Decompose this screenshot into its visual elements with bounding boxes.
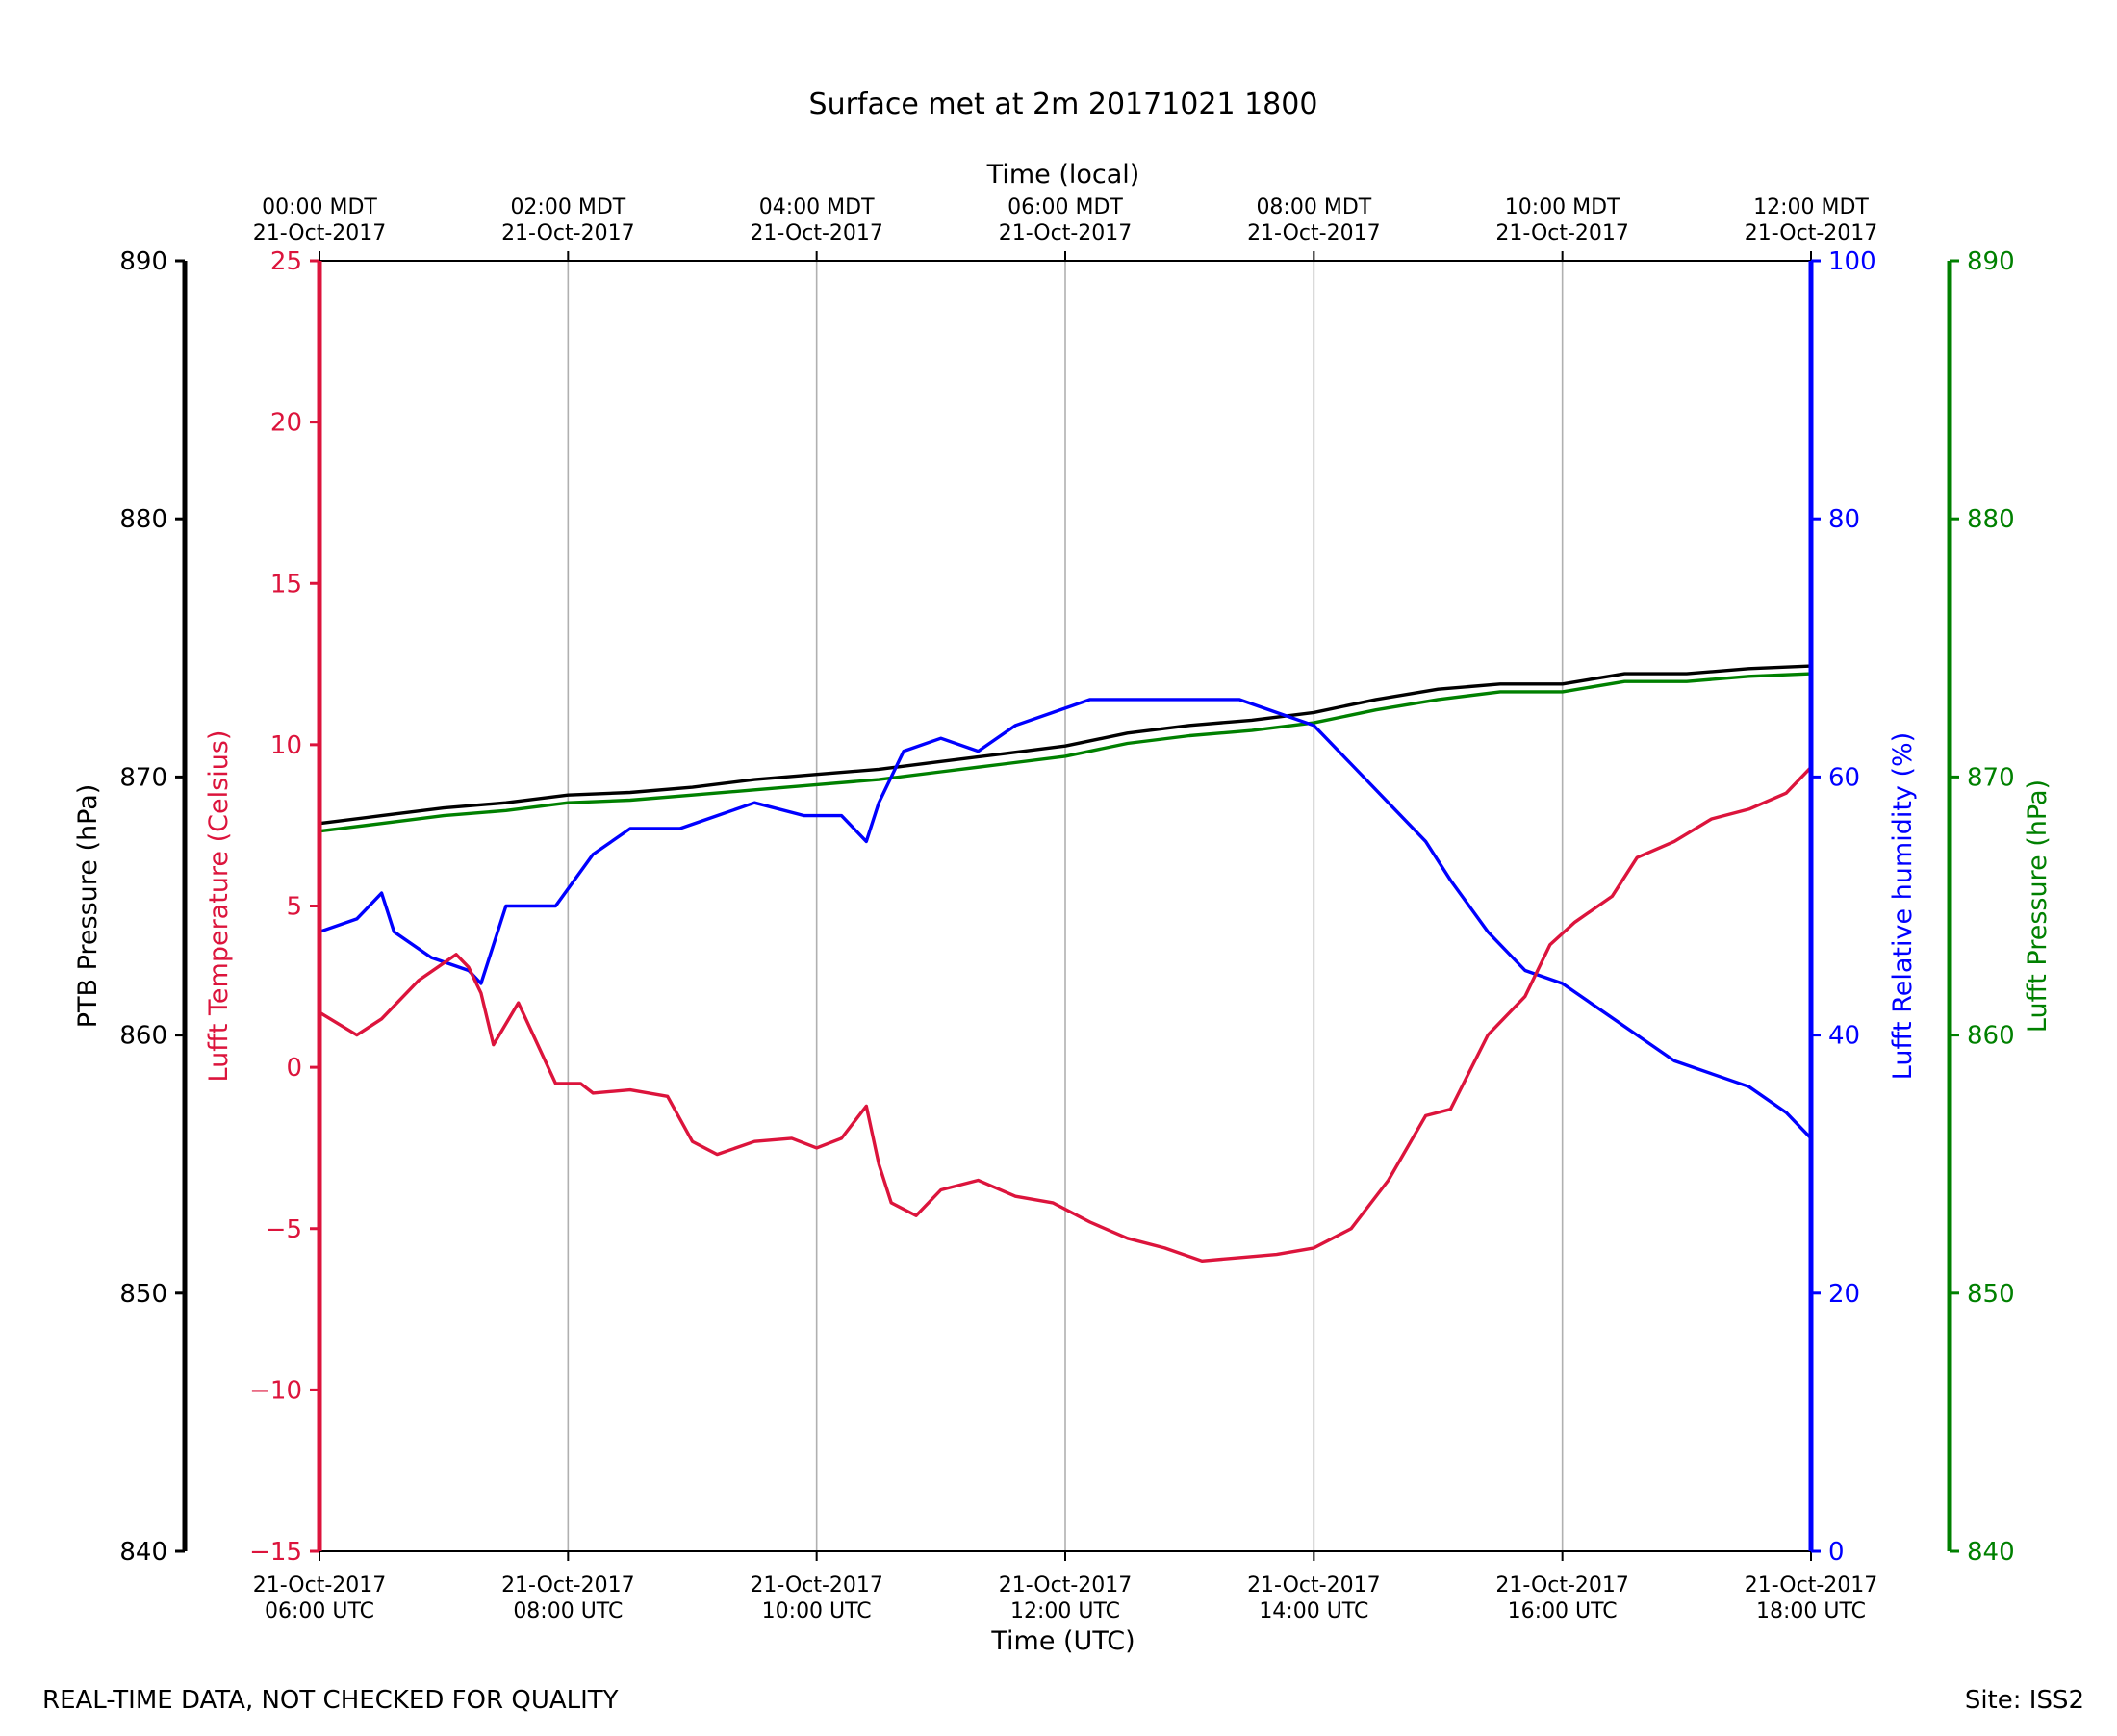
series-line-lp bbox=[318, 672, 1813, 833]
series-line-temp bbox=[318, 765, 1813, 1264]
x-tick-label-top-line2-5: 21-Oct-2017 bbox=[1495, 221, 1629, 245]
y-axis-label-rh: Lufft Relative humidity (%) bbox=[1888, 732, 1918, 1080]
series-line-ptb bbox=[318, 664, 1813, 826]
x-tick-label-bottom-line2-2: 10:00 UTC bbox=[762, 1599, 872, 1623]
y-tick-label-temp-1: −10 bbox=[249, 1376, 302, 1405]
chart-title: Surface met at 2m 20171021 1800 bbox=[809, 88, 1318, 121]
y-tick-label-temp-5: 10 bbox=[270, 731, 302, 760]
y-tick-label-temp-2: −5 bbox=[266, 1215, 302, 1244]
y-tick-label-rh-4: 80 bbox=[1828, 505, 1860, 534]
x-tick-label-top-3: 06:00 MDT bbox=[1007, 195, 1123, 219]
y-axis-label-lp: Lufft Pressure (hPa) bbox=[2023, 779, 2053, 1033]
y-tick-label-lp-1: 850 bbox=[1967, 1280, 2015, 1309]
x-axis-label: Time (UTC) bbox=[990, 1626, 1135, 1656]
x-tick-label-top-line2-6: 21-Oct-2017 bbox=[1745, 221, 1878, 245]
x-tick-label-top-line2-1: 21-Oct-2017 bbox=[501, 221, 635, 245]
x-tick-label-top-5: 10:00 MDT bbox=[1505, 195, 1620, 219]
y-tick-label-rh-0: 0 bbox=[1828, 1538, 1845, 1567]
x-tick-label-bottom-0: 21-Oct-2017 bbox=[253, 1573, 387, 1597]
y-tick-label-temp-6: 15 bbox=[270, 570, 302, 599]
y-tick-label-ptb-1: 850 bbox=[119, 1280, 167, 1309]
x2-axis-label: Time (local) bbox=[986, 160, 1140, 190]
x-tick-label-bottom-2: 21-Oct-2017 bbox=[750, 1573, 883, 1597]
y-tick-label-temp-3: 0 bbox=[286, 1054, 302, 1083]
y-tick-label-temp-4: 5 bbox=[286, 893, 302, 922]
y-tick-label-rh-2: 40 bbox=[1828, 1022, 1860, 1051]
grid-layer bbox=[567, 261, 1564, 1551]
y-tick-label-temp-7: 20 bbox=[270, 409, 302, 438]
series-layer bbox=[318, 664, 1813, 1264]
x-tick-label-top-6: 12:00 MDT bbox=[1753, 195, 1869, 219]
x-tick-label-bottom-line2-4: 14:00 UTC bbox=[1259, 1599, 1368, 1623]
y-tick-label-temp-0: −15 bbox=[249, 1538, 302, 1567]
y-tick-label-rh-5: 100 bbox=[1828, 247, 1876, 276]
y-axis-label-ptb: PTB Pressure (hPa) bbox=[73, 784, 103, 1029]
x-tick-label-bottom-line2-1: 08:00 UTC bbox=[513, 1599, 623, 1623]
y-tick-label-ptb-5: 890 bbox=[119, 247, 167, 276]
x-tick-label-top-1: 02:00 MDT bbox=[510, 195, 625, 219]
x-tick-label-top-line2-4: 21-Oct-2017 bbox=[1247, 221, 1381, 245]
x-tick-label-top-0: 00:00 MDT bbox=[262, 195, 377, 219]
x-tick-label-top-line2-3: 21-Oct-2017 bbox=[999, 221, 1133, 245]
y-tick-label-lp-5: 890 bbox=[1967, 247, 2015, 276]
x-tick-label-bottom-line2-0: 06:00 UTC bbox=[265, 1599, 374, 1623]
y-tick-label-temp-8: 25 bbox=[270, 247, 302, 276]
x-tick-label-top-line2-2: 21-Oct-2017 bbox=[750, 221, 883, 245]
y-tick-label-rh-1: 20 bbox=[1828, 1280, 1860, 1309]
footer-quality-note: REAL-TIME DATA, NOT CHECKED FOR QUALITY bbox=[42, 1686, 619, 1715]
x-tick-label-bottom-5: 21-Oct-2017 bbox=[1495, 1573, 1629, 1597]
y-tick-label-rh-3: 60 bbox=[1828, 763, 1860, 792]
series-line-rh bbox=[318, 698, 1813, 1140]
y-tick-label-ptb-3: 870 bbox=[119, 763, 167, 792]
y-tick-label-lp-3: 870 bbox=[1967, 763, 2015, 792]
x-tick-label-bottom-line2-3: 12:00 UTC bbox=[1010, 1599, 1120, 1623]
y-tick-label-lp-0: 840 bbox=[1967, 1538, 2015, 1567]
x-tick-label-bottom-4: 21-Oct-2017 bbox=[1247, 1573, 1381, 1597]
x-tick-label-bottom-line2-6: 18:00 UTC bbox=[1756, 1599, 1866, 1623]
x-tick-label-bottom-3: 21-Oct-2017 bbox=[999, 1573, 1133, 1597]
x-tick-label-bottom-line2-5: 16:00 UTC bbox=[1508, 1599, 1618, 1623]
x-tick-label-top-4: 08:00 MDT bbox=[1256, 195, 1371, 219]
x-tick-label-top-line2-0: 21-Oct-2017 bbox=[253, 221, 387, 245]
y-axis-label-temp: Lufft Temperature (Celsius) bbox=[204, 730, 234, 1083]
y-tick-label-lp-4: 880 bbox=[1967, 505, 2015, 534]
x-tick-label-bottom-6: 21-Oct-2017 bbox=[1745, 1573, 1878, 1597]
x-tick-label-bottom-1: 21-Oct-2017 bbox=[501, 1573, 635, 1597]
x-tick-label-top-2: 04:00 MDT bbox=[759, 195, 875, 219]
y-tick-label-ptb-4: 880 bbox=[119, 505, 167, 534]
footer-site-label: Site: ISS2 bbox=[1965, 1686, 2084, 1715]
y-tick-label-ptb-0: 840 bbox=[119, 1538, 167, 1567]
y-tick-label-lp-2: 860 bbox=[1967, 1022, 2015, 1051]
y-tick-label-ptb-2: 860 bbox=[119, 1022, 167, 1051]
